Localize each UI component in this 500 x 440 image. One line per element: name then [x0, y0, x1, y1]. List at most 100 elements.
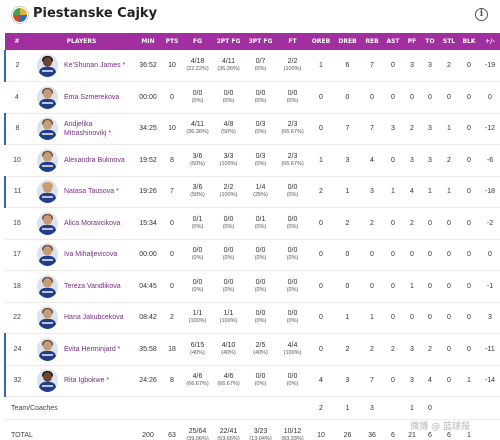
two-point-fg: 0/0 (0%) [213, 207, 244, 240]
three-point-fg: 0/0 (0%) [244, 239, 277, 271]
field-goals-percentage: (66.67%) [186, 381, 209, 388]
column-header-14[interactable]: STL [439, 33, 459, 50]
column-header-8[interactable]: OREB [308, 33, 334, 50]
player-row[interactable]: 2 Ke'Shunan James * 36:52 10 4/18 (22.22%) 4/1… [4, 50, 500, 82]
column-header-12[interactable]: PF [403, 33, 421, 50]
player-name-link[interactable]: Ke'Shunan James * [64, 62, 126, 69]
player-row[interactable]: 24 Evita Herminjard * 35:58 18 6/15 (40%) 4/10… [4, 333, 500, 366]
field-goals-percentage: (0%) [191, 286, 204, 293]
two-point-fg-percentage: (40%) [221, 349, 236, 356]
two-point-fg-made-attempted: 4/10 [221, 341, 236, 349]
two-point-fg-made-attempted: 2/2 [223, 184, 234, 192]
player-row[interactable]: 16 Alica Moravcikova 15:34 0 0/1 (0%) 0/0 (0%) 0… [5, 207, 500, 240]
stat-oreb: 4 [308, 365, 334, 397]
stat-to: 3 [421, 113, 439, 145]
player-row[interactable]: 11 Natasa Tausova * 19:26 7 3/6 (50%) 2/2 (100%… [4, 176, 500, 208]
player-avatar[interactable] [37, 274, 58, 298]
three-point-fg-made-attempted: 0/0 [255, 278, 266, 286]
player-row[interactable]: 8 Andjelika Mitrashinovikj * 34:25 10 4/11 (3… [4, 113, 500, 145]
total-stat-ast: 6 [391, 431, 395, 439]
two-point-fg-made-attempted: 4/6 [223, 373, 234, 381]
player-row[interactable]: 10 Alexandra Buknova 19:52 8 3/6 (50%) 3/3 (100… [5, 144, 500, 177]
player-avatar[interactable] [37, 117, 58, 141]
total-points: 63 [168, 431, 176, 439]
two-point-fg: 0/0 (0%) [213, 81, 244, 114]
player-avatar[interactable] [37, 180, 58, 204]
player-row[interactable]: 32 Rita Igbokwe * 24:26 8 4/6 (66.67%) 4/6 (66.… [4, 365, 500, 397]
jersey-number: 10 [5, 144, 29, 177]
stat-to: 0 [421, 270, 439, 303]
player-avatar[interactable] [37, 211, 58, 235]
player-cell: Iva Mihaljevicova [29, 239, 134, 271]
player-row[interactable]: 4 Ema Szmerekova 00:00 0 0/0 (0%) 0/0 (0%) 0/0 (0… [5, 81, 500, 114]
total-stat-stl: 6 [447, 431, 451, 439]
player-avatar[interactable] [37, 148, 58, 172]
column-header-13[interactable]: TO [421, 33, 439, 50]
column-header-1[interactable]: PLAYERS [29, 33, 134, 50]
free-throws-made-attempted: 2/3 [287, 121, 298, 129]
player-row[interactable]: 17 Iva Mihaljevicova 00:00 0 0/0 (0%) 0/0 (0%) 0… [5, 239, 500, 271]
free-throws: 0/0 (0%) [277, 176, 308, 208]
stat-pm: -6 [479, 144, 500, 177]
column-header-9[interactable]: DREB [334, 33, 361, 50]
stat-dreb: 0 [334, 239, 361, 271]
column-header-11[interactable]: AST [383, 33, 403, 50]
player-name-link[interactable]: Natasa Tausova * [64, 188, 119, 196]
three-point-fg: 0/0 (0%) [244, 302, 277, 334]
total-free-throws-percentage: (83.33%) [281, 435, 304, 440]
column-header-4[interactable]: FG [182, 33, 213, 50]
stat-oreb: 1 [308, 144, 334, 177]
player-row[interactable]: 22 Hana Jakubcekova 08:42 2 1/1 (100%) 1/1 (100… [5, 302, 500, 334]
player-avatar[interactable] [37, 369, 58, 393]
stat-pf: 0 [403, 302, 421, 334]
player-name-link[interactable]: Andjelika Mitrashinovikj * [64, 120, 112, 137]
two-point-fg-percentage: (0%) [222, 223, 235, 230]
points: 18 [162, 333, 182, 366]
column-header-6[interactable]: 3PT FG [244, 33, 277, 50]
player-avatar[interactable] [37, 337, 58, 361]
jersey-number: 2 [4, 50, 29, 82]
stat-dreb: 0 [334, 270, 361, 303]
stat-oreb: 2 [308, 176, 334, 208]
player-avatar[interactable] [37, 306, 58, 330]
jersey-number: 16 [5, 207, 29, 240]
player-name-link[interactable]: Alica Moravcikova [64, 219, 121, 227]
player-name-link[interactable]: Evita Herminjard * [64, 345, 121, 353]
player-name-link[interactable]: Rita Igbokwe * [64, 377, 110, 385]
info-icon[interactable]: i [475, 8, 488, 21]
two-point-fg: 0/0 (0%) [213, 239, 244, 271]
player-name-link[interactable]: Iva Mihaljevicova [64, 251, 118, 259]
player-avatar[interactable] [37, 243, 58, 267]
stat-dreb: 2 [334, 333, 361, 366]
two-point-fg-percentage: (50%) [221, 129, 236, 136]
team-logo-icon [12, 7, 28, 23]
player-name-link[interactable]: Hana Jakubcekova [64, 314, 124, 322]
free-throws-percentage: (100%) [283, 66, 302, 72]
column-header-15[interactable]: BLK [459, 33, 479, 50]
player-row[interactable]: 18 Tereza Vandlikova 04:45 0 0/0 (0%) 0/0 (0%) 0… [5, 270, 500, 303]
column-header-16[interactable]: +/- [479, 33, 500, 50]
stat-stl: 0 [439, 302, 459, 334]
column-header-5[interactable]: 2PT FG [213, 33, 244, 50]
column-header-7[interactable]: FT [277, 33, 308, 50]
stat-pf: 2 [403, 207, 421, 240]
column-header-10[interactable]: REB [361, 33, 383, 50]
column-header-2[interactable]: MIN [134, 33, 162, 50]
player-name-link[interactable]: Ema Szmerekova [64, 93, 120, 101]
field-goals-percentage: (0%) [191, 223, 204, 230]
player-name-link[interactable]: Tereza Vandlikova [64, 282, 121, 290]
stat-reb: 2 [361, 207, 383, 240]
stat-stl: 0 [439, 333, 459, 366]
stat-blk: 0 [459, 81, 479, 114]
player-name-link[interactable]: Alexandra Buknova [64, 156, 125, 164]
stat-reb: 7 [361, 365, 383, 397]
field-goals: 6/15 (40%) [182, 333, 213, 366]
stat-to: 0 [421, 207, 439, 240]
player-avatar[interactable] [37, 85, 58, 109]
stat-pm: -18 [479, 176, 500, 208]
column-header-3[interactable]: PTS [162, 33, 182, 50]
two-point-fg: 4/6 (66.67%) [213, 365, 244, 397]
column-header-0[interactable]: # [5, 33, 29, 50]
stat-blk: 0 [459, 144, 479, 177]
player-avatar[interactable] [37, 54, 58, 77]
